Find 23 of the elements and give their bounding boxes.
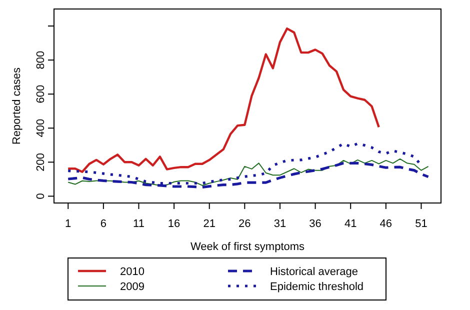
- legend-label: 2009: [120, 281, 144, 293]
- x-tick-label: 36: [309, 218, 322, 230]
- line-series: [67, 27, 380, 173]
- x-tick-label: 11: [133, 218, 144, 230]
- x-tick-label: 16: [168, 218, 180, 230]
- legend-label: Epidemic threshold: [270, 281, 364, 293]
- legend-label: Historical average: [270, 266, 358, 278]
- y-tick-label: 600: [35, 84, 47, 104]
- y-tick-label: 400: [35, 118, 47, 138]
- y-tick-label: 200: [35, 152, 47, 172]
- x-tick-label: 46: [380, 218, 392, 230]
- x-tick-label: 41: [344, 218, 357, 230]
- x-tick-label: 1: [65, 218, 72, 230]
- x-tick-label: 31: [274, 218, 286, 230]
- x-tick-label: 26: [238, 218, 251, 230]
- y-axis-title: Reported cases: [11, 66, 23, 145]
- x-tick-label: 51: [415, 218, 428, 230]
- x-tick-label: 21: [203, 218, 216, 230]
- x-tick-label: 6: [100, 218, 106, 230]
- legend-label: 2010: [120, 266, 144, 278]
- y-tick-label: 800: [35, 50, 47, 70]
- y-tick-label: 0: [35, 193, 47, 200]
- x-axis-title: Week of first symptoms: [190, 241, 306, 253]
